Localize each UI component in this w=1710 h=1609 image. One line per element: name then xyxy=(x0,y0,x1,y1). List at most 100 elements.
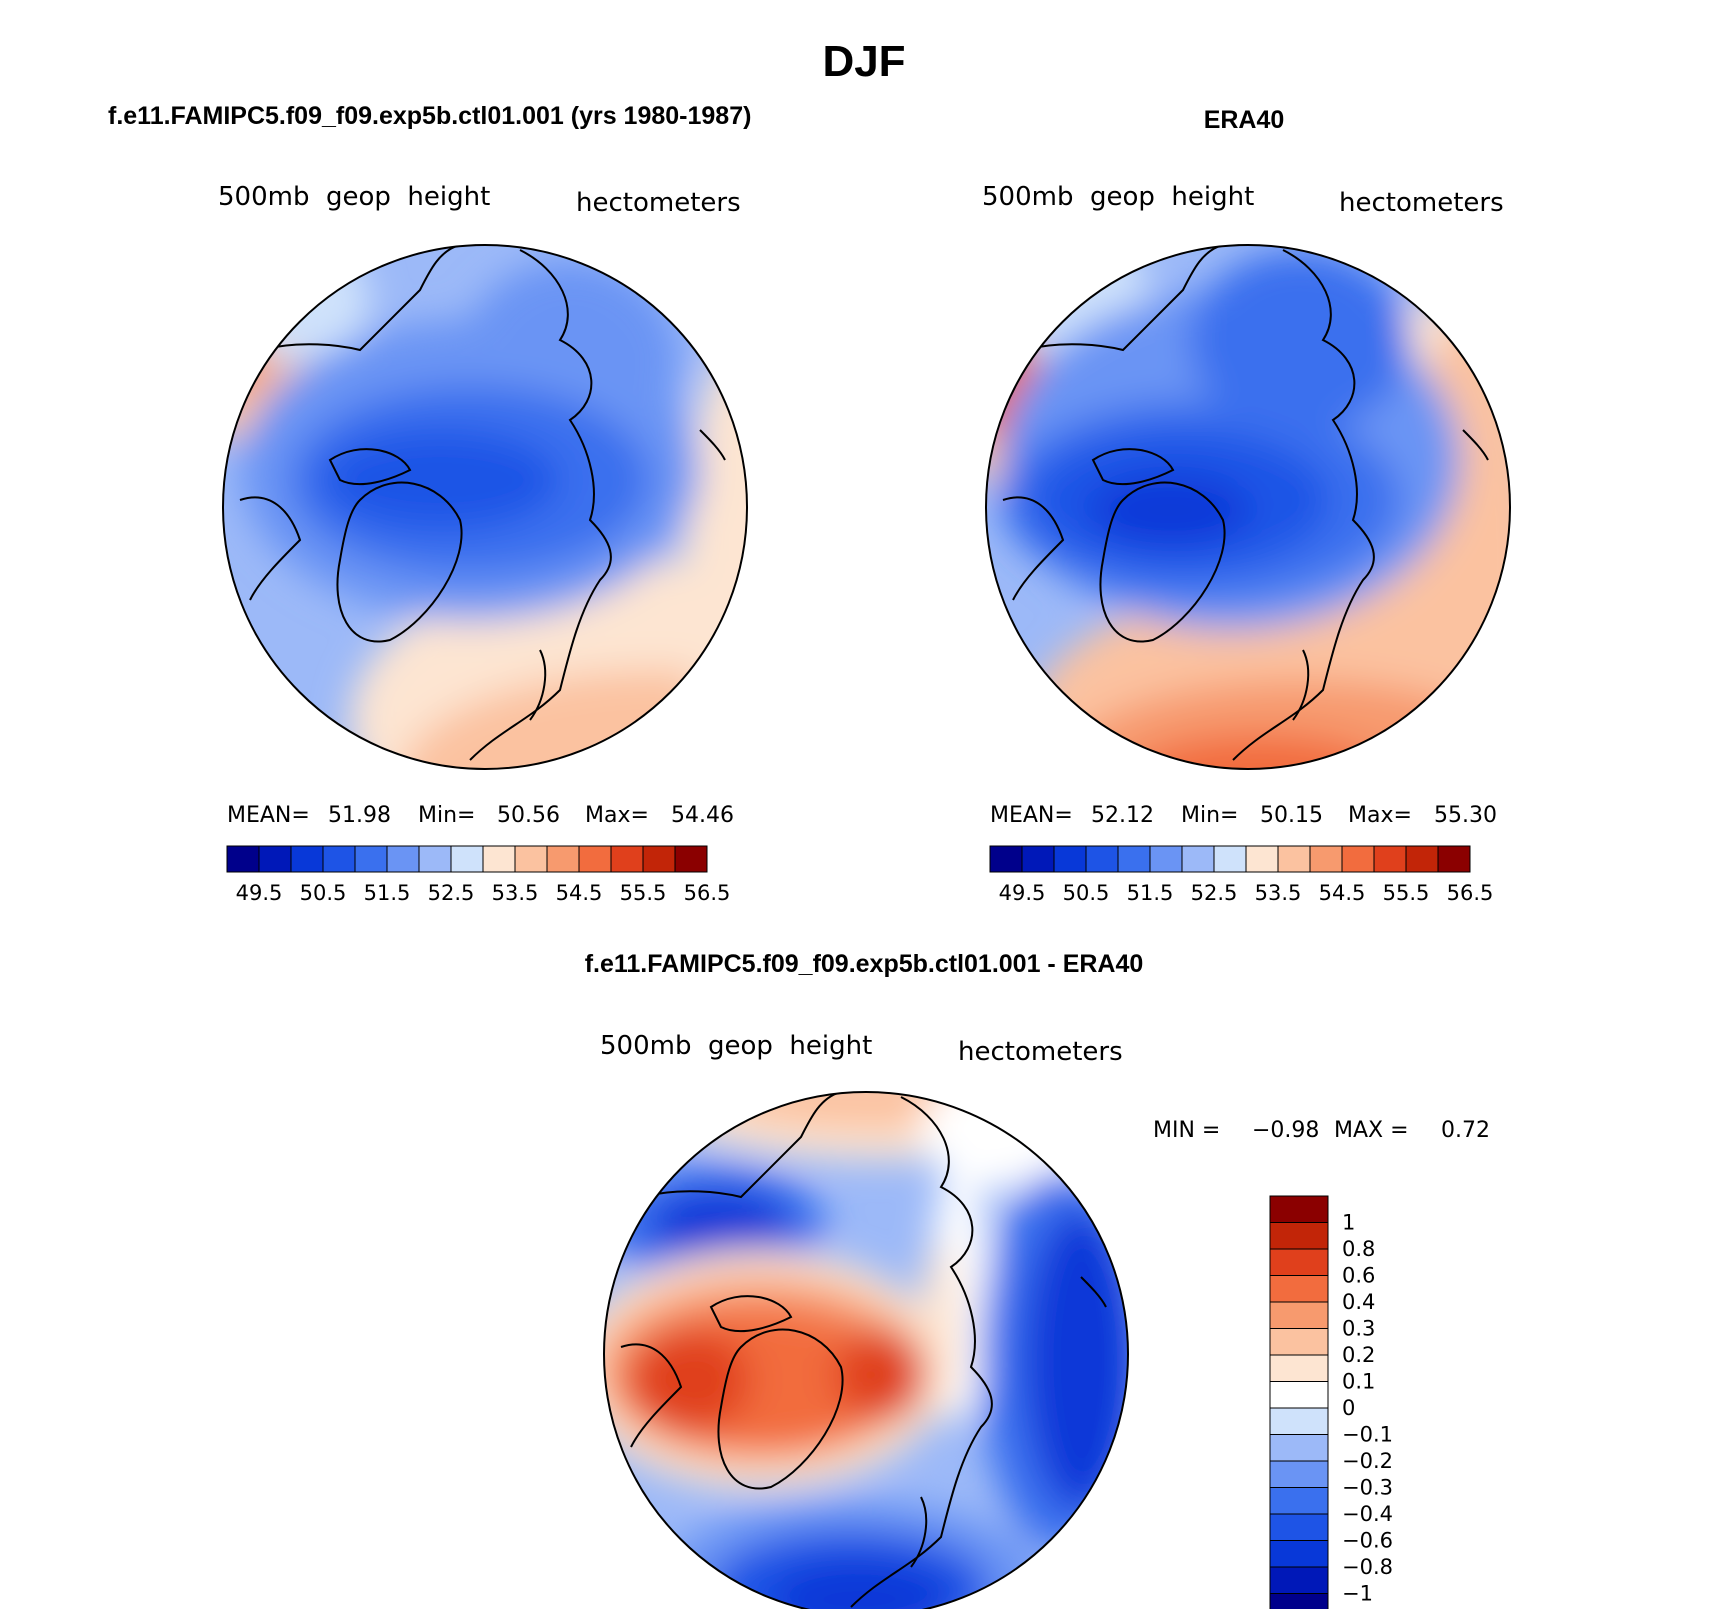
diff-colorbar-label: −0.1 xyxy=(1342,1423,1393,1447)
model-colorbar-swatch xyxy=(642,845,676,873)
model-variable-label: 500mb geop height xyxy=(218,182,490,212)
model-colorbar-swatch xyxy=(610,845,644,873)
obs-colorbar: 49.5 50.5 51.5 52.5 53.5 54.5 55.5 56.5 xyxy=(989,845,1494,905)
model-colorbar-swatch xyxy=(258,845,292,873)
diff-colorbar-swatch xyxy=(1269,1275,1329,1303)
model-max-label: Max= xyxy=(585,803,649,828)
model-colorbar: 49.5 50.5 51.5 52.5 53.5 54.5 55.5 56.5 xyxy=(226,845,731,905)
model-colorbar-label: 49.5 xyxy=(236,881,283,905)
diff-colorbar-swatch xyxy=(1269,1195,1329,1223)
diff-colorbar-label: −1 xyxy=(1342,1582,1373,1606)
diff-colorbar-swatch xyxy=(1269,1566,1329,1594)
model-colorbar-swatch xyxy=(546,845,580,873)
diff-min-value: −0.98 xyxy=(1252,1118,1319,1143)
model-colorbar-label: 53.5 xyxy=(492,881,539,905)
obs-colorbar-swatch xyxy=(1085,845,1119,873)
model-colorbar-swatch xyxy=(482,845,516,873)
obs-colorbar-label: 56.5 xyxy=(1447,881,1494,905)
diff-colorbar-swatch xyxy=(1269,1381,1329,1409)
obs-colorbar-label: 52.5 xyxy=(1191,881,1238,905)
diff-colorbar-swatch xyxy=(1269,1434,1329,1462)
diff-colorbar-label: 0.2 xyxy=(1342,1343,1375,1367)
obs-colorbar-label: 50.5 xyxy=(1063,881,1110,905)
diff-max-label: MAX = xyxy=(1334,1118,1409,1143)
model-colorbar-swatch xyxy=(386,845,420,873)
obs-colorbar-swatch xyxy=(989,845,1023,873)
model-colorbar-label: 55.5 xyxy=(620,881,667,905)
diff-colorbar-label: 0.4 xyxy=(1342,1290,1375,1314)
model-colorbar-swatch xyxy=(322,845,356,873)
diff-colorbar-label: 0.1 xyxy=(1342,1370,1375,1394)
model-min-label: Min= xyxy=(418,803,475,828)
model-colorbar-label: 50.5 xyxy=(300,881,347,905)
diff-colorbar-label: 0 xyxy=(1342,1396,1355,1420)
obs-colorbar-swatch xyxy=(1309,845,1343,873)
obs-colorbar-label: 49.5 xyxy=(999,881,1046,905)
obs-mean-value: 52.12 xyxy=(1091,803,1154,828)
obs-colorbar-swatch xyxy=(1373,845,1407,873)
diff-colorbar-swatch xyxy=(1269,1328,1329,1356)
diff-colorbar-label: 0.3 xyxy=(1342,1317,1375,1341)
obs-colorbar-swatch xyxy=(1021,845,1055,873)
model-polar-map xyxy=(222,244,748,770)
model-panel: f.e11.FAMIPC5.f09_f09.exp5b.ctl01.001 (y… xyxy=(108,102,751,905)
model-colorbar-swatch xyxy=(226,845,260,873)
model-colorbar-swatch xyxy=(514,845,548,873)
obs-colorbar-swatch xyxy=(1341,845,1375,873)
diff-colorbar-label: 1 xyxy=(1342,1211,1355,1235)
model-colorbar-swatch xyxy=(418,845,452,873)
obs-colorbar-swatch xyxy=(1149,845,1183,873)
obs-colorbar-swatch xyxy=(1245,845,1279,873)
diff-units-label: hectometers xyxy=(958,1037,1123,1067)
obs-max-label: Max= xyxy=(1348,803,1412,828)
diff-colorbar-swatch xyxy=(1269,1354,1329,1382)
model-colorbar-swatch xyxy=(578,845,612,873)
diff-variable-label: 500mb geop height xyxy=(600,1031,872,1061)
diff-colorbar-swatch xyxy=(1269,1513,1329,1541)
obs-min-value: 50.15 xyxy=(1260,803,1323,828)
diff-colorbar-label: 0.6 xyxy=(1342,1264,1375,1288)
model-colorbar-label: 51.5 xyxy=(364,881,411,905)
model-min-value: 50.56 xyxy=(497,803,560,828)
obs-min-label: Min= xyxy=(1181,803,1238,828)
diff-colorbar-swatch xyxy=(1269,1460,1329,1488)
obs-colorbar-swatch xyxy=(1437,845,1471,873)
obs-colorbar-swatch xyxy=(1053,845,1087,873)
diff-polar-map xyxy=(603,1091,1129,1609)
diff-panel: f.e11.FAMIPC5.f09_f09.exp5b.ctl01.001 - … xyxy=(585,950,1490,1609)
diff-colorbar-label: −0.4 xyxy=(1342,1502,1393,1526)
obs-panel: ERA40 500mb geop height hectometers xyxy=(982,106,1511,905)
model-colorbar-label: 52.5 xyxy=(428,881,475,905)
obs-panel-heading: ERA40 xyxy=(1204,106,1285,134)
diff-panel-heading: f.e11.FAMIPC5.f09_f09.exp5b.ctl01.001 - … xyxy=(585,950,1144,978)
diff-colorbar-label: 0.8 xyxy=(1342,1237,1375,1261)
diff-colorbar-swatch xyxy=(1269,1248,1329,1276)
model-colorbar-label: 56.5 xyxy=(684,881,731,905)
obs-polar-map xyxy=(985,244,1511,770)
diff-max-value: 0.72 xyxy=(1441,1118,1490,1143)
obs-colorbar-label: 53.5 xyxy=(1255,881,1302,905)
obs-colorbar-label: 51.5 xyxy=(1127,881,1174,905)
obs-colorbar-swatch xyxy=(1277,845,1311,873)
diff-colorbar-swatch xyxy=(1269,1593,1329,1609)
model-mean-label: MEAN= xyxy=(227,803,310,828)
model-mean-value: 51.98 xyxy=(328,803,391,828)
diff-colorbar-swatch xyxy=(1269,1222,1329,1250)
model-max-value: 54.46 xyxy=(671,803,734,828)
obs-colorbar-swatch xyxy=(1405,845,1439,873)
obs-mean-label: MEAN= xyxy=(990,803,1073,828)
obs-colorbar-label: 54.5 xyxy=(1319,881,1366,905)
model-units-label: hectometers xyxy=(576,188,741,218)
model-colorbar-swatch xyxy=(674,845,708,873)
obs-colorbar-swatch xyxy=(1117,845,1151,873)
diff-colorbar-label: −0.3 xyxy=(1342,1476,1393,1500)
diff-colorbar-label: −0.6 xyxy=(1342,1529,1393,1553)
diff-colorbar-label: −0.8 xyxy=(1342,1555,1393,1579)
model-colorbar-swatch xyxy=(450,845,484,873)
obs-variable-label: 500mb geop height xyxy=(982,182,1254,212)
diff-colorbar-swatch xyxy=(1269,1487,1329,1515)
diff-colorbar-swatch xyxy=(1269,1301,1329,1329)
model-colorbar-label: 54.5 xyxy=(556,881,603,905)
model-colorbar-swatch xyxy=(290,845,324,873)
